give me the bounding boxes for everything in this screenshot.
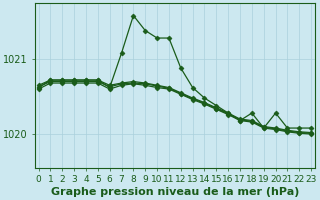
X-axis label: Graphe pression niveau de la mer (hPa): Graphe pression niveau de la mer (hPa) xyxy=(51,187,299,197)
